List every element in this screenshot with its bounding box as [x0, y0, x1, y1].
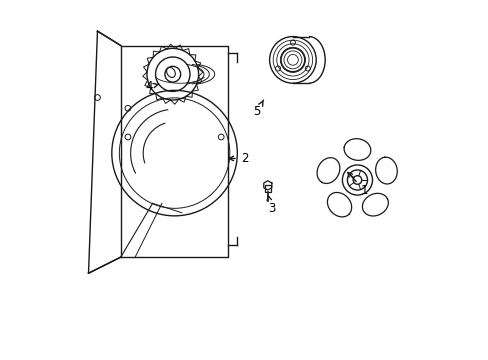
Bar	[264, 185, 270, 192]
Text: 5: 5	[253, 100, 263, 118]
Text: 1: 1	[347, 172, 367, 197]
Text: 4: 4	[145, 80, 159, 93]
Text: 2: 2	[229, 152, 248, 165]
Text: 3: 3	[266, 196, 275, 215]
